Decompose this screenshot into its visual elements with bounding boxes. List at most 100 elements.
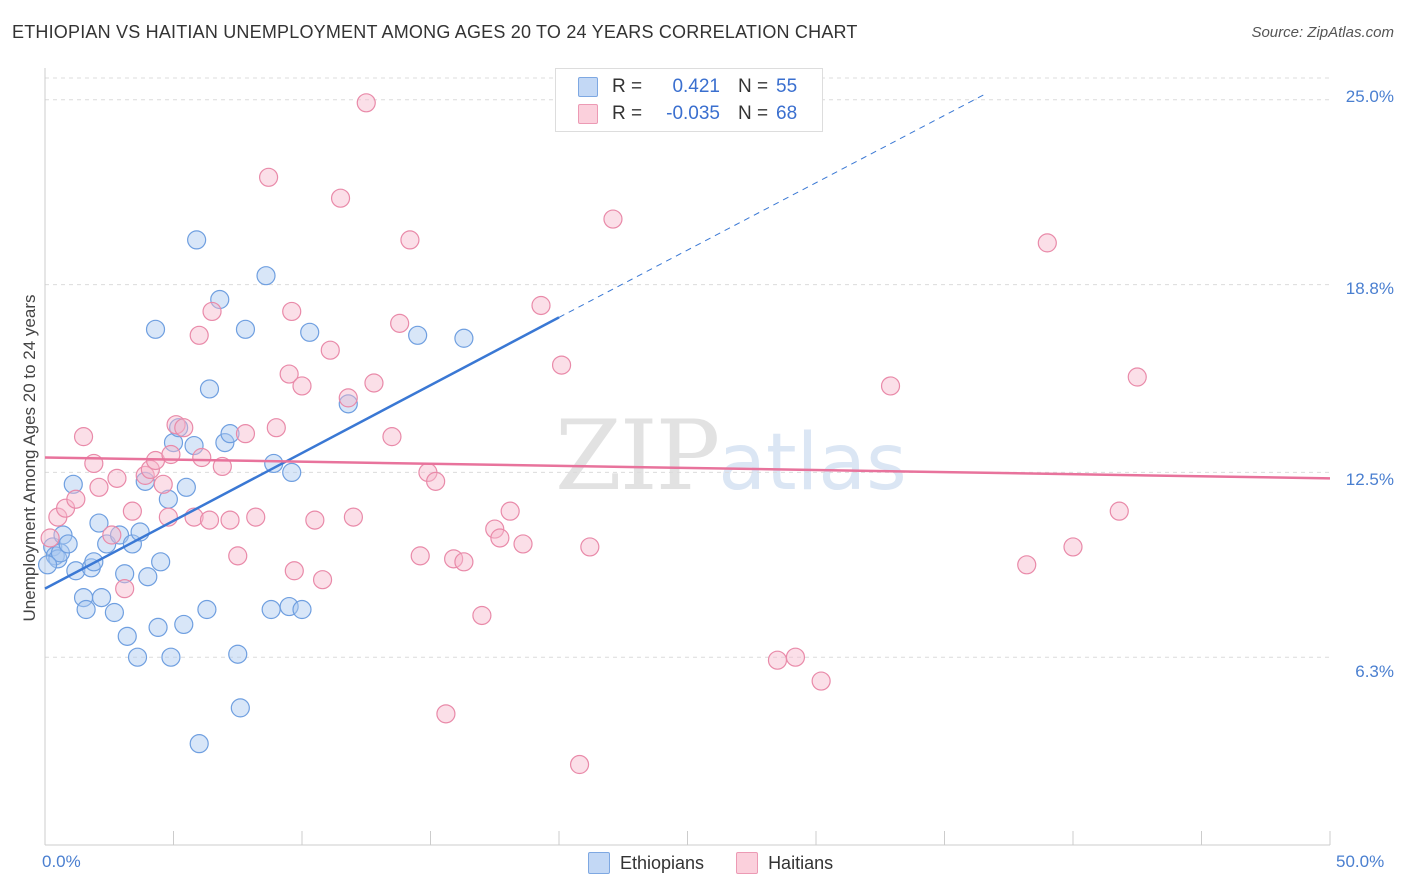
haitian-point-49 bbox=[436, 704, 456, 724]
ethiopian-point-35 bbox=[189, 734, 209, 754]
legend-n-value: 68 bbox=[776, 103, 798, 124]
ethiopian-trend-line bbox=[44, 316, 560, 590]
ethiopian-point-45 bbox=[261, 599, 281, 620]
haitian-point-23 bbox=[202, 301, 222, 322]
ethiopian-point-33 bbox=[184, 435, 204, 456]
y-axis-label: Unemployment Among Ages 20 to 24 years bbox=[20, 294, 39, 622]
y-tick-12-5: 12.5% bbox=[1345, 470, 1394, 489]
haitian-point-34 bbox=[292, 376, 312, 396]
legend-swatch-pink bbox=[578, 104, 598, 124]
ethiopian-point-30 bbox=[169, 418, 189, 438]
ethiopian-point-5 bbox=[58, 534, 78, 554]
legend-row-ethiopians: R = 0.421 N = 55 bbox=[578, 74, 797, 100]
y-tick-25: 25.0% bbox=[1345, 87, 1394, 106]
ethiopian-point-31 bbox=[174, 614, 194, 635]
haitian-point-68 bbox=[1063, 537, 1083, 557]
haitian-point-20 bbox=[189, 325, 209, 345]
haitian-point-8 bbox=[107, 468, 127, 488]
legend-swatch-haitians bbox=[736, 852, 759, 874]
ethiopian-point-18 bbox=[117, 626, 137, 646]
haitian-point-14 bbox=[153, 474, 173, 494]
haitian-point-35 bbox=[305, 510, 325, 530]
haitian-point-67 bbox=[1037, 233, 1057, 253]
ethiopian-point-48 bbox=[282, 462, 302, 483]
x-tick-50: 50.0% bbox=[1336, 852, 1385, 871]
ethiopian-point-9 bbox=[76, 599, 96, 620]
haitian-point-0 bbox=[40, 528, 60, 548]
ethiopian-point-13 bbox=[91, 587, 112, 608]
haitian-point-48 bbox=[426, 471, 446, 491]
ethiopian-point-40 bbox=[220, 424, 240, 444]
haitian-point-38 bbox=[330, 188, 351, 208]
legend-item-haitians: Haitians bbox=[736, 852, 833, 874]
haitian-point-56 bbox=[513, 534, 533, 554]
chart-title: ETHIOPIAN VS HAITIAN UNEMPLOYMENT AMONG … bbox=[12, 22, 858, 42]
haitian-point-4 bbox=[73, 427, 94, 447]
watermark-atlas: atlas bbox=[718, 418, 907, 508]
haitian-point-44 bbox=[390, 313, 410, 333]
haitian-point-53 bbox=[485, 519, 505, 539]
haitian-point-52 bbox=[472, 605, 492, 626]
haitian-point-59 bbox=[569, 754, 590, 775]
haitian-point-66 bbox=[1017, 555, 1037, 575]
ethiopian-point-12 bbox=[89, 513, 109, 533]
ethiopian-point-53 bbox=[454, 328, 474, 348]
y-tick-6-3: 6.3% bbox=[1355, 662, 1394, 681]
haitian-point-64 bbox=[811, 671, 831, 691]
ethiopian-point-15 bbox=[104, 602, 124, 623]
haitian-point-33 bbox=[284, 561, 304, 581]
legend-r-value: -0.035 bbox=[666, 103, 720, 124]
ethiopian-point-41 bbox=[228, 644, 248, 664]
haitian-point-10 bbox=[122, 501, 142, 521]
ethiopian-point-49 bbox=[292, 599, 312, 620]
haitian-point-28 bbox=[246, 507, 266, 527]
haitian-point-3 bbox=[66, 489, 86, 509]
legend-r-label: R = bbox=[612, 103, 643, 124]
ethiopian-point-24 bbox=[145, 319, 166, 339]
ethiopian-point-23 bbox=[138, 567, 158, 587]
haitian-point-24 bbox=[212, 456, 232, 477]
haitian-point-26 bbox=[228, 546, 248, 566]
haitian-point-65 bbox=[880, 376, 901, 396]
haitian-point-70 bbox=[1127, 367, 1147, 387]
ethiopian-point-50 bbox=[300, 322, 320, 342]
haitian-point-27 bbox=[235, 424, 256, 444]
ethiopian-point-38 bbox=[210, 289, 230, 310]
haitian-point-61 bbox=[603, 209, 623, 229]
legend-n-value: 55 bbox=[776, 76, 798, 97]
ethiopian-point-25 bbox=[148, 617, 168, 638]
ethiopian-point-39 bbox=[215, 432, 235, 453]
legend-label-ethiopians: Ethiopians bbox=[620, 852, 705, 873]
ethiopian-point-34 bbox=[187, 230, 207, 250]
ethiopian-point-32 bbox=[176, 477, 196, 497]
ethiopian-point-43 bbox=[235, 319, 256, 339]
haitian-point-55 bbox=[500, 501, 520, 521]
haitian-point-36 bbox=[312, 570, 333, 590]
haitian-point-9 bbox=[115, 579, 135, 599]
ethiopian-point-44 bbox=[256, 266, 276, 286]
haitian-point-60 bbox=[580, 537, 600, 557]
ethiopian-point-36 bbox=[197, 599, 217, 620]
ethiopian-point-42 bbox=[230, 698, 250, 718]
haitian-point-62 bbox=[767, 650, 788, 670]
haitian-point-37 bbox=[320, 340, 340, 360]
haitian-point-32 bbox=[282, 301, 302, 322]
watermark-zip: ZIP bbox=[555, 400, 720, 512]
haitian-point-57 bbox=[531, 295, 551, 316]
ethiopian-point-17 bbox=[115, 564, 135, 584]
haitian-point-31 bbox=[279, 364, 299, 384]
ethiopian-point-28 bbox=[161, 647, 181, 667]
haitian-point-58 bbox=[551, 355, 572, 375]
y-tick-18-8: 18.8% bbox=[1345, 279, 1394, 298]
haitian-point-46 bbox=[410, 546, 430, 566]
ethiopian-point-26 bbox=[151, 552, 171, 572]
ethiopian-point-37 bbox=[199, 379, 220, 399]
haitian-point-17 bbox=[166, 415, 186, 435]
haitian-point-21 bbox=[192, 447, 212, 468]
legend-r-value: 0.421 bbox=[672, 76, 720, 97]
haitian-point-69 bbox=[1109, 501, 1129, 521]
legend-label-haitians: Haitians bbox=[768, 852, 834, 873]
haitian-point-11 bbox=[135, 465, 155, 485]
legend-swatch-ethiopians bbox=[588, 852, 610, 874]
